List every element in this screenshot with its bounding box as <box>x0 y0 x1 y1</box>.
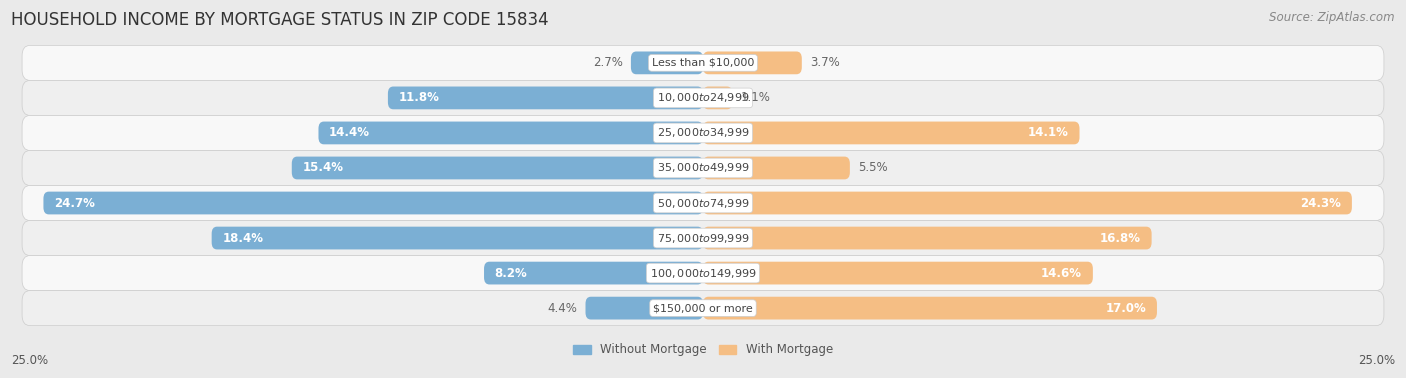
Text: $100,000 to $149,999: $100,000 to $149,999 <box>650 266 756 280</box>
Text: 14.1%: 14.1% <box>1028 127 1069 139</box>
Text: 4.4%: 4.4% <box>547 302 578 314</box>
Text: $25,000 to $34,999: $25,000 to $34,999 <box>657 127 749 139</box>
Text: 17.0%: 17.0% <box>1105 302 1146 314</box>
Text: 1.1%: 1.1% <box>741 91 770 104</box>
FancyBboxPatch shape <box>703 156 849 180</box>
FancyBboxPatch shape <box>22 186 1384 220</box>
Text: 14.4%: 14.4% <box>329 127 370 139</box>
FancyBboxPatch shape <box>703 122 1080 144</box>
Text: 24.7%: 24.7% <box>53 197 96 209</box>
Text: $50,000 to $74,999: $50,000 to $74,999 <box>657 197 749 209</box>
Text: Less than $10,000: Less than $10,000 <box>652 58 754 68</box>
FancyBboxPatch shape <box>703 227 1152 249</box>
Text: 25.0%: 25.0% <box>11 354 48 367</box>
Text: $75,000 to $99,999: $75,000 to $99,999 <box>657 232 749 245</box>
FancyBboxPatch shape <box>44 192 703 214</box>
Text: 5.5%: 5.5% <box>858 161 887 175</box>
FancyBboxPatch shape <box>703 297 1157 319</box>
FancyBboxPatch shape <box>703 51 801 74</box>
Text: 16.8%: 16.8% <box>1099 232 1140 245</box>
FancyBboxPatch shape <box>703 192 1353 214</box>
FancyBboxPatch shape <box>388 87 703 109</box>
Text: $35,000 to $49,999: $35,000 to $49,999 <box>657 161 749 175</box>
FancyBboxPatch shape <box>292 156 703 180</box>
Text: 15.4%: 15.4% <box>302 161 343 175</box>
FancyBboxPatch shape <box>319 122 703 144</box>
FancyBboxPatch shape <box>585 297 703 319</box>
FancyBboxPatch shape <box>484 262 703 285</box>
Text: 2.7%: 2.7% <box>593 56 623 70</box>
FancyBboxPatch shape <box>631 51 703 74</box>
Text: 18.4%: 18.4% <box>222 232 263 245</box>
Text: $10,000 to $24,999: $10,000 to $24,999 <box>657 91 749 104</box>
Text: 24.3%: 24.3% <box>1301 197 1341 209</box>
Text: 25.0%: 25.0% <box>1358 354 1395 367</box>
FancyBboxPatch shape <box>22 150 1384 186</box>
Text: 11.8%: 11.8% <box>398 91 440 104</box>
Text: Source: ZipAtlas.com: Source: ZipAtlas.com <box>1270 11 1395 24</box>
FancyBboxPatch shape <box>22 256 1384 291</box>
FancyBboxPatch shape <box>22 291 1384 325</box>
Text: 3.7%: 3.7% <box>810 56 839 70</box>
Text: 8.2%: 8.2% <box>495 266 527 280</box>
FancyBboxPatch shape <box>22 115 1384 150</box>
Text: HOUSEHOLD INCOME BY MORTGAGE STATUS IN ZIP CODE 15834: HOUSEHOLD INCOME BY MORTGAGE STATUS IN Z… <box>11 11 548 29</box>
Text: $150,000 or more: $150,000 or more <box>654 303 752 313</box>
FancyBboxPatch shape <box>22 81 1384 115</box>
FancyBboxPatch shape <box>22 45 1384 81</box>
Text: 14.6%: 14.6% <box>1042 266 1083 280</box>
Legend: Without Mortgage, With Mortgage: Without Mortgage, With Mortgage <box>568 339 838 361</box>
FancyBboxPatch shape <box>703 262 1092 285</box>
FancyBboxPatch shape <box>703 87 733 109</box>
FancyBboxPatch shape <box>22 220 1384 256</box>
FancyBboxPatch shape <box>212 227 703 249</box>
